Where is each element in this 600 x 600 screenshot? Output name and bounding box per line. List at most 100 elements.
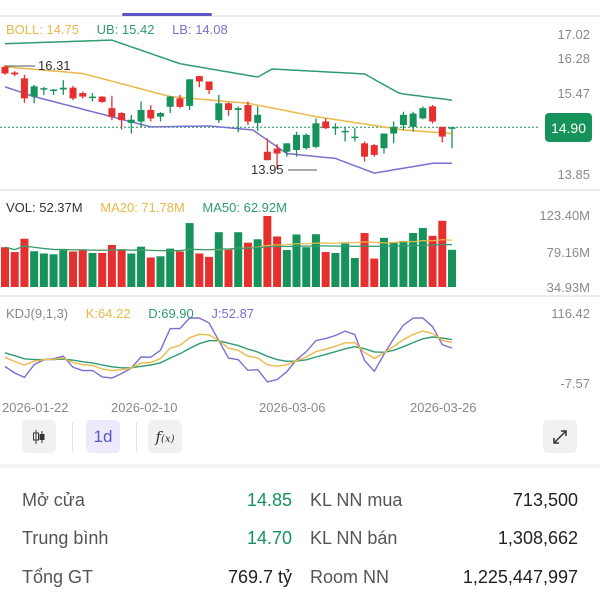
volume-bar (137, 246, 146, 287)
stat-value: 14.70 (246, 527, 292, 548)
price-axis-label: 15.47 (557, 86, 590, 101)
stat-value: 713,500 (512, 489, 578, 510)
kdj-d-line (4, 336, 453, 369)
candle-body (127, 119, 135, 123)
candle-body (79, 93, 87, 97)
ma50-value: MA50: 62.92M (202, 200, 287, 215)
vol-value: VOL: 52.37M (6, 200, 83, 215)
volume-bar (117, 249, 126, 287)
stat-label: KL NN bán (310, 527, 398, 548)
toolbar-separator (136, 422, 137, 452)
kdj-k-line (4, 330, 453, 372)
volume-bar (10, 252, 19, 287)
kdj-name: KDJ(9,1,3) (6, 306, 69, 321)
lb-value: LB: 14.08 (172, 22, 228, 37)
volume-legend: VOL: 52.37M MA20: 71.78M MA50: 62.92M (6, 200, 301, 215)
volume-bar (20, 238, 29, 287)
candle-body (88, 96, 96, 99)
candle-body (351, 136, 359, 139)
function-icon: f(x) (155, 427, 175, 446)
panel-divider (0, 295, 600, 297)
volume-bar (273, 236, 282, 287)
volume-bar (409, 233, 418, 287)
volume-bar (321, 252, 330, 287)
ma50-line (4, 243, 453, 252)
candle-body (147, 109, 155, 119)
candle-body (137, 109, 145, 122)
k-value: K:64.22 (85, 306, 131, 321)
interval-button[interactable]: 1d (86, 420, 120, 453)
date-label: 2026-03-26 (410, 400, 477, 415)
stat-label: KL NN mua (310, 489, 403, 510)
candle-body (429, 106, 437, 122)
volume-bar (30, 251, 39, 287)
candle-body (215, 103, 223, 121)
candle-body (302, 134, 310, 149)
boll-mid-line (4, 66, 453, 135)
candle-body (293, 134, 301, 150)
candle-body (234, 108, 242, 110)
candle-body (244, 105, 252, 122)
kdj-j-line (4, 317, 453, 383)
volume-bar (166, 248, 175, 287)
volume-bar (428, 235, 437, 287)
volume-bar (292, 234, 301, 287)
candle-body (40, 88, 48, 90)
candle-body (263, 151, 271, 161)
candle-body (380, 133, 388, 149)
candle-body (399, 114, 407, 126)
panel-divider (0, 189, 600, 191)
volume-axis-label: 79.16M (546, 245, 590, 260)
candle-body (108, 108, 116, 117)
stat-value: 1,225,447,997 (462, 566, 578, 587)
toolbar-separator (72, 422, 73, 452)
chart-canvas[interactable]: 16.31 13.95 (0, 0, 540, 400)
expand-button[interactable] (543, 420, 577, 453)
volume-bar (107, 244, 116, 287)
volume-bar (311, 234, 320, 287)
candle-body (1, 66, 9, 74)
price-axis-label: 13.85 (557, 167, 590, 182)
candlestick-icon (33, 429, 45, 444)
date-label: 2026-02-10 (111, 400, 178, 415)
candle-body (225, 103, 232, 110)
candle-body (341, 130, 349, 133)
volume-bar (370, 258, 379, 287)
stat-label: Room NN (310, 566, 390, 587)
date-label: 2026-01-22 (2, 400, 69, 415)
stat-value: 1,308,662 (497, 527, 578, 548)
j-value: J:52.87 (211, 306, 255, 321)
active-tab-indicator (122, 13, 212, 16)
chart-type-button[interactable] (22, 420, 56, 453)
expand-icon (553, 429, 567, 444)
candle-body (20, 78, 28, 99)
volume-bar (39, 253, 48, 287)
volume-bar (49, 254, 58, 287)
indicator-button[interactable]: f(x) (148, 420, 182, 453)
candle-body (438, 126, 446, 137)
volume-bar (282, 250, 291, 287)
low-price-label: 13.95 (251, 162, 284, 177)
volume-bar (234, 232, 243, 287)
volume-bar (389, 242, 398, 287)
section-divider (0, 464, 600, 468)
ma20-value: MA20: 71.78M (100, 200, 185, 215)
volume-bar (350, 258, 359, 287)
candle-body (166, 96, 174, 107)
stat-label: Tổng GT (22, 566, 94, 587)
volume-chart (1, 216, 456, 287)
candle-body (50, 89, 58, 91)
boll-ub-line (4, 39, 453, 101)
candle-body (118, 113, 126, 121)
high-price-label: 16.31 (38, 58, 71, 73)
volume-bar (341, 243, 350, 287)
volume-bar (331, 252, 340, 287)
candle-body (370, 145, 378, 155)
candle-body (186, 79, 194, 106)
boll-legend: BOLL: 14.75 UB: 15.42 LB: 14.08 (6, 22, 242, 37)
volume-bar (98, 252, 107, 287)
candle-body (156, 113, 164, 117)
candle-body (195, 76, 203, 82)
candle-body (331, 126, 339, 129)
candle-body (59, 87, 67, 90)
